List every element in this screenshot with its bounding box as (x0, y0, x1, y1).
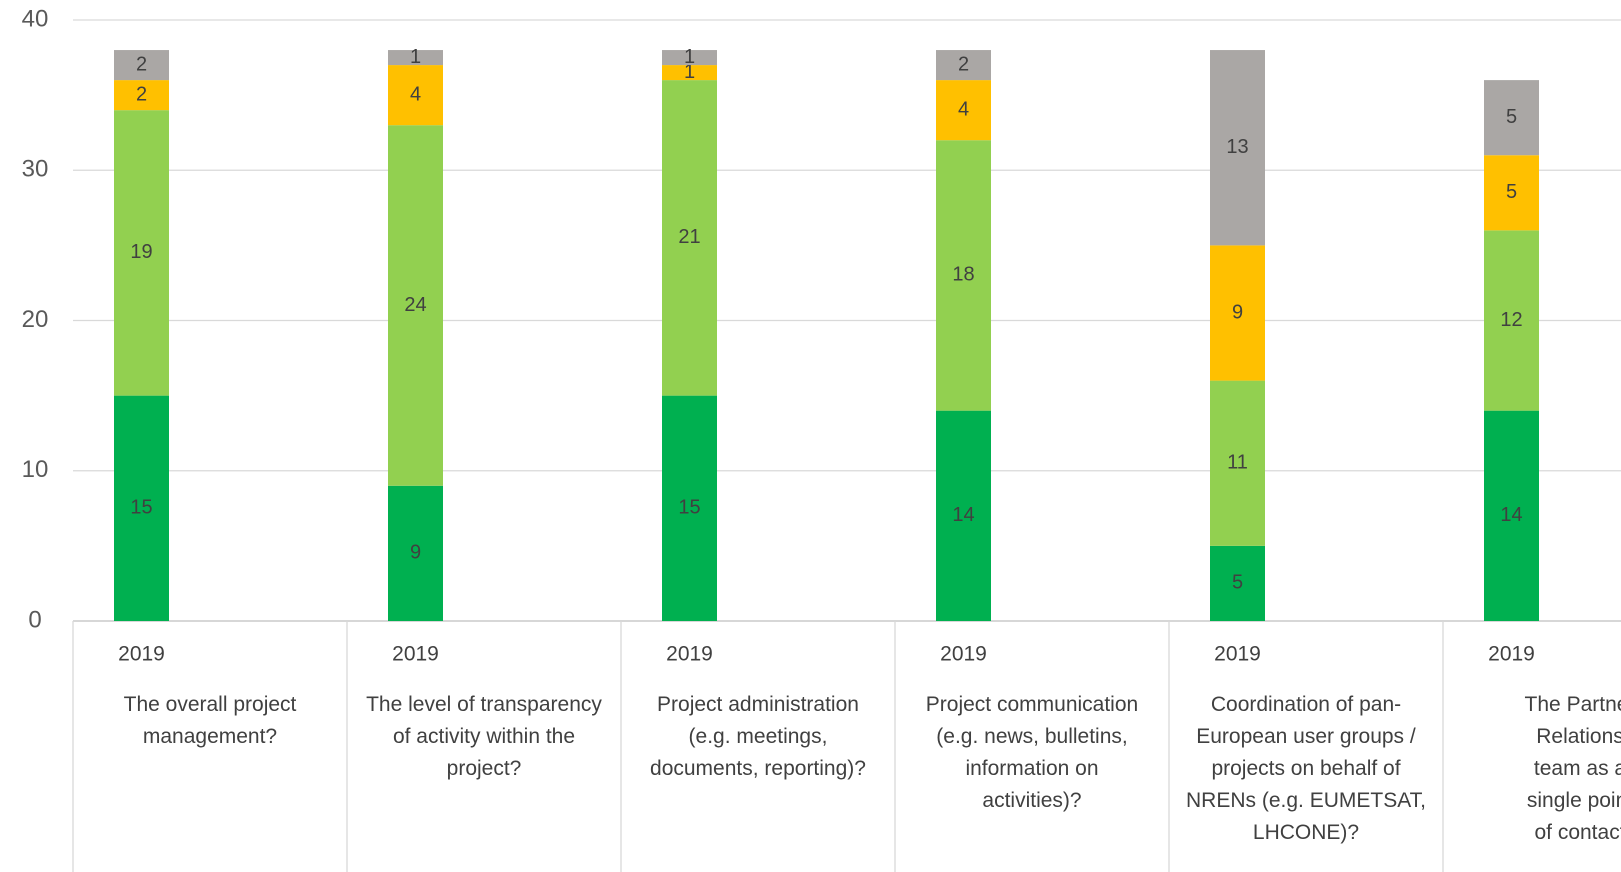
bar-segment (1210, 545, 1265, 621)
bar-segment (1484, 155, 1539, 231)
bar-segment (1484, 410, 1539, 621)
category-label: Project administration (e.g. meetings, doc… (650, 693, 866, 780)
data-label: 5 (1232, 572, 1243, 594)
data-label: 9 (410, 542, 421, 564)
data-label: 2 (136, 53, 147, 75)
category-label: Project communication (e.g. news, bulleti… (926, 693, 1138, 812)
bar-segment (388, 50, 443, 66)
year-label: 2019 (666, 643, 713, 666)
year-label: 2019 (1488, 643, 1535, 666)
bar-segment (1484, 230, 1539, 411)
category-label-line: Coordination of pan- (1211, 693, 1401, 716)
bar-segment (936, 140, 991, 411)
bar-segment (114, 395, 169, 621)
bar-segment (936, 80, 991, 141)
data-label: 9 (1232, 301, 1243, 323)
year-label: 2019 (118, 643, 165, 666)
category-label-line: The overall project (124, 693, 297, 716)
category-label-line: information on (965, 757, 1098, 780)
data-label: 13 (1226, 136, 1248, 158)
category-label-line: LHCONE)? (1253, 821, 1359, 844)
data-label: 2 (136, 83, 147, 105)
data-label: 5 (1506, 106, 1517, 128)
category-label-line: of activity within the (393, 725, 575, 748)
category-label-line: Relations (1536, 725, 1621, 748)
category-label-line: (e.g. news, bulletins, (936, 725, 1127, 748)
category-label-line: NRENs (e.g. EUMETSAT, (1186, 789, 1426, 812)
bar-segment (388, 485, 443, 621)
data-label: 11 (1227, 452, 1248, 474)
category-label-line: single point (1527, 789, 1621, 812)
data-label: 4 (410, 83, 421, 105)
bar-segment (1210, 380, 1265, 546)
category-label-line: Project communication (926, 693, 1138, 716)
data-label: 21 (678, 226, 700, 248)
bar-segment (114, 80, 169, 111)
bar-segment (936, 410, 991, 621)
data-label: 19 (130, 241, 152, 263)
data-label: 15 (678, 497, 700, 519)
bar-segment (114, 50, 169, 81)
category-label: Coordination of pan- European user groups… (1186, 693, 1426, 844)
category-label-line: of contact (1534, 821, 1621, 844)
category-label-line: (e.g. meetings, (689, 725, 828, 748)
data-label: 14 (1500, 504, 1522, 526)
y-tick-label: 10 (22, 456, 49, 483)
category-label-line: documents, reporting)? (650, 757, 866, 780)
y-tick-label: 40 (22, 5, 49, 32)
data-label: 15 (130, 497, 152, 519)
data-label: 2 (958, 53, 969, 75)
category-label-line: Project administration (657, 693, 859, 716)
data-label: 1 (410, 46, 421, 68)
category-label-line: The Partner (1525, 693, 1621, 716)
data-label: 14 (952, 504, 974, 526)
year-label: 2019 (392, 643, 439, 666)
bar-segment (662, 65, 717, 81)
y-tick-label: 0 (28, 606, 41, 633)
bar-segment (1210, 50, 1265, 246)
bar-segment (662, 50, 717, 66)
category-label-line: project? (447, 757, 522, 780)
data-label: 4 (958, 98, 969, 120)
year-label: 2019 (940, 643, 987, 666)
category-label-line: activities)? (982, 789, 1081, 812)
year-label: 2019 (1214, 643, 1261, 666)
data-label: 12 (1500, 309, 1522, 331)
bar-segment (388, 125, 443, 486)
y-tick-label: 30 (22, 156, 49, 183)
bar-segment (662, 80, 717, 396)
data-label: 24 (404, 294, 426, 316)
bar-segment (388, 65, 443, 126)
category-label-line: The level of transparency (366, 693, 602, 716)
category-label-line: European user groups / (1196, 725, 1416, 748)
bar-segment (1210, 245, 1265, 381)
bar-segment (936, 50, 991, 81)
category-label-line: management? (143, 725, 277, 748)
bar-segment (1484, 80, 1539, 156)
data-label: 5 (1506, 181, 1517, 203)
y-tick-label: 20 (22, 306, 49, 333)
data-label: 1 (684, 46, 695, 68)
category-label-line: team as a (1534, 757, 1621, 780)
category-label: The level of transparency of activity wit… (366, 693, 602, 780)
data-label: 18 (952, 264, 974, 286)
category-label: The overall project management? (124, 693, 297, 748)
bar-segment (662, 395, 717, 621)
data-label: 1 (684, 61, 695, 83)
category-label-line: projects on behalf of (1211, 757, 1400, 780)
bar-segment (114, 110, 169, 396)
category-label: The Partner Relations team as a single poin… (1525, 693, 1621, 844)
